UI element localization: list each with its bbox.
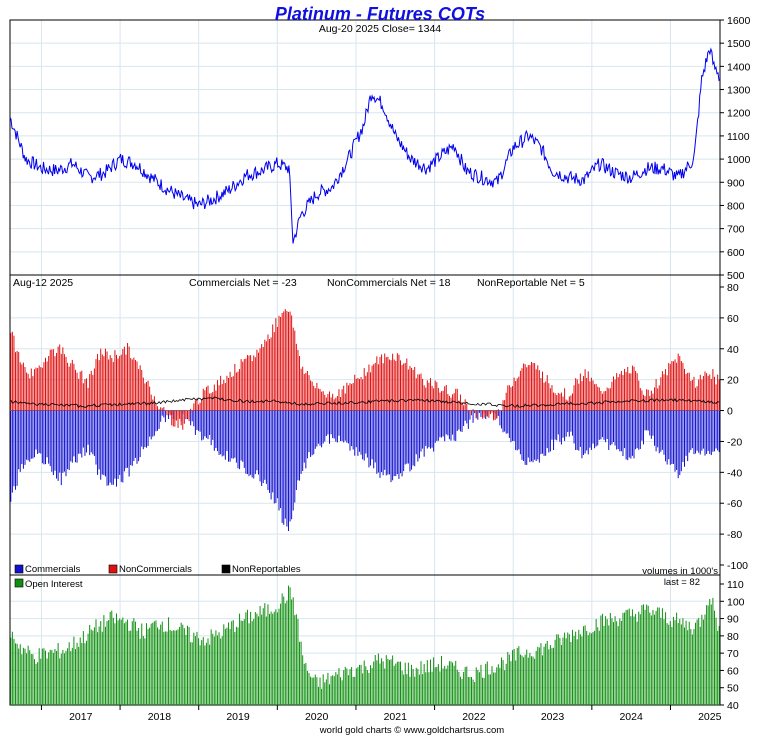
xtick-label: 2020 (305, 711, 329, 723)
xtick-label: 2021 (384, 711, 408, 723)
x-tick-labels: 2017 2018 2019 2020 2021 2022 2023 2024 2025 (69, 711, 722, 723)
oi-legend: Open Interest (14, 578, 83, 590)
price-subtitle: Aug-20 2025 Close= 1344 (319, 23, 441, 35)
oi-ytick-label: 40 (727, 700, 739, 712)
cot-ytick-label: -80 (727, 529, 742, 541)
price-ytick-label: 900 (727, 177, 745, 189)
commercials-swatch (14, 564, 24, 574)
volumes-note: volumes in 1000's (642, 566, 718, 577)
cot-ytick-label: -40 (727, 467, 742, 479)
cot-ytick-label: 80 (727, 282, 739, 294)
commercials-legend-label: Commercials (25, 564, 81, 575)
commercials-net: Commercials Net = -23 (189, 277, 297, 289)
open-interest-swatch (14, 578, 24, 588)
cot-ytick-label: 20 (727, 375, 739, 387)
noncommercials-swatch (108, 564, 118, 574)
oi-ytick-label: 50 (727, 683, 739, 695)
price-ytick-label: 1600 (727, 15, 751, 27)
xtick-label: 2017 (69, 711, 93, 723)
credit-text: world gold charts © www.goldchartsrus.co… (319, 725, 504, 735)
oi-panel-frame (9, 574, 721, 706)
last-note: last = 82 (664, 577, 700, 588)
nonreportables-legend-label: NonReportables (232, 564, 301, 575)
chart-title: Platinum - Futures COTs (275, 4, 485, 24)
price-ytick-label: 800 (727, 200, 745, 212)
cot-layer (10, 309, 720, 532)
cot-ytick-label: 0 (727, 406, 733, 418)
cot-ytick-label: 60 (727, 313, 739, 325)
cot-date: Aug-12 2025 (13, 277, 73, 289)
price-panel-frame (9, 19, 721, 276)
xtick-label: 2018 (148, 711, 172, 723)
oi-ytick-label: 90 (727, 614, 739, 626)
nonreportables-line (10, 396, 720, 409)
oi-ytick-label: 100 (727, 596, 745, 608)
price-ytick-label: 600 (727, 247, 745, 259)
price-layer (9, 47, 721, 244)
cot-ytick-label: -100 (727, 560, 748, 572)
open-interest-legend-label: Open Interest (25, 579, 83, 590)
price-ytick-label: 1000 (727, 154, 751, 166)
cot-legend: Commercials NonCommercials NonReportable… (14, 564, 301, 575)
oi-ytick-label: 70 (727, 648, 739, 660)
nonreportable-net: NonReportable Net = 5 (477, 277, 585, 289)
cot-ytick-label: -60 (727, 498, 742, 510)
oi-ytick-label: 60 (727, 665, 739, 677)
xtick-label: 2022 (462, 711, 486, 723)
price-ytick-label: 500 (727, 270, 745, 282)
grid-layer (10, 19, 724, 710)
price-line (9, 47, 721, 244)
price-ytick-label: 1200 (727, 108, 751, 120)
cot-ytick-label: -20 (727, 436, 742, 448)
cot-ytick-label: 40 (727, 344, 739, 356)
nonreportables-swatch (221, 564, 231, 574)
price-ytick-label: 1300 (727, 85, 751, 97)
price-ytick-label: 1500 (727, 38, 751, 50)
xtick-label: 2023 (541, 711, 565, 723)
oi-ytick-label: 110 (727, 579, 744, 591)
noncommercials-net: NonCommercials Net = 18 (327, 277, 451, 289)
oi-layer (10, 585, 720, 705)
oi-ytick-label: 80 (727, 631, 739, 643)
y-tick-labels: 5006007008009001000110012001300140015001… (727, 15, 751, 712)
price-ytick-label: 1400 (727, 61, 751, 73)
xtick-label: 2024 (619, 711, 643, 723)
price-ytick-label: 1100 (727, 131, 750, 143)
price-ytick-label: 700 (727, 224, 745, 236)
noncommercials-legend-label: NonCommercials (119, 564, 192, 575)
xtick-label: 2019 (226, 711, 250, 723)
xtick-label: 2025 (698, 711, 722, 723)
